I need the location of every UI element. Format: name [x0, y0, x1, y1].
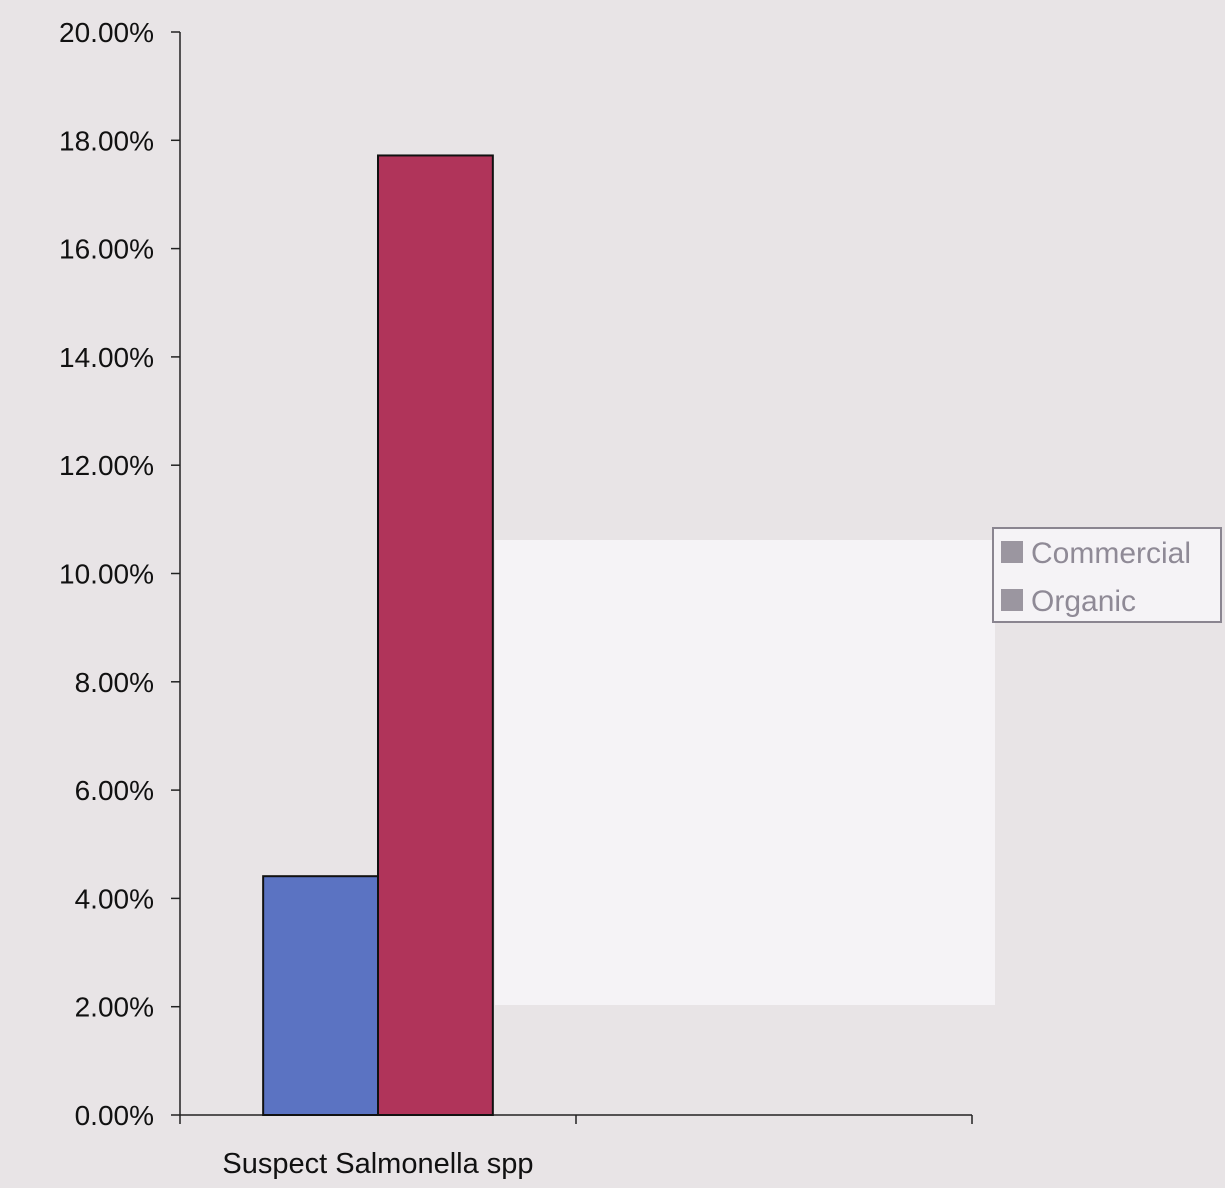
- bar-commercial: [262, 875, 379, 1116]
- legend-label-organic: Organic: [1031, 585, 1136, 618]
- legend: Commercial Organic: [992, 527, 1222, 623]
- y-tick-label: 14.00%: [59, 342, 154, 373]
- y-tick-label: 4.00%: [75, 883, 154, 914]
- legend-box: [992, 527, 1222, 623]
- y-tick-label: 16.00%: [59, 234, 154, 265]
- plot-area-light-panel: [495, 540, 995, 1005]
- y-tick-label: 6.00%: [75, 775, 154, 806]
- y-tick-label: 10.00%: [59, 559, 154, 590]
- y-tick-label: 12.00%: [59, 450, 154, 481]
- y-tick-label: 8.00%: [75, 667, 154, 698]
- legend-swatch-organic: [1001, 589, 1023, 611]
- x-category-label: Suspect Salmonella spp: [222, 1148, 533, 1180]
- y-axis: 0.00% 2.00% 4.00% 6.00% 8.00% 10.00% 12.00% 14.…: [59, 17, 181, 1131]
- y-tick-label: 20.00%: [59, 17, 154, 48]
- bar-organic: [377, 154, 494, 1117]
- bars-group: [262, 154, 494, 1117]
- y-tick-label: 18.00%: [59, 125, 154, 156]
- y-tick-label: 2.00%: [75, 992, 154, 1023]
- y-tick-label: 0.00%: [75, 1100, 154, 1131]
- legend-label-commercial: Commercial: [1031, 537, 1191, 570]
- legend-swatch-commercial: [1001, 541, 1023, 563]
